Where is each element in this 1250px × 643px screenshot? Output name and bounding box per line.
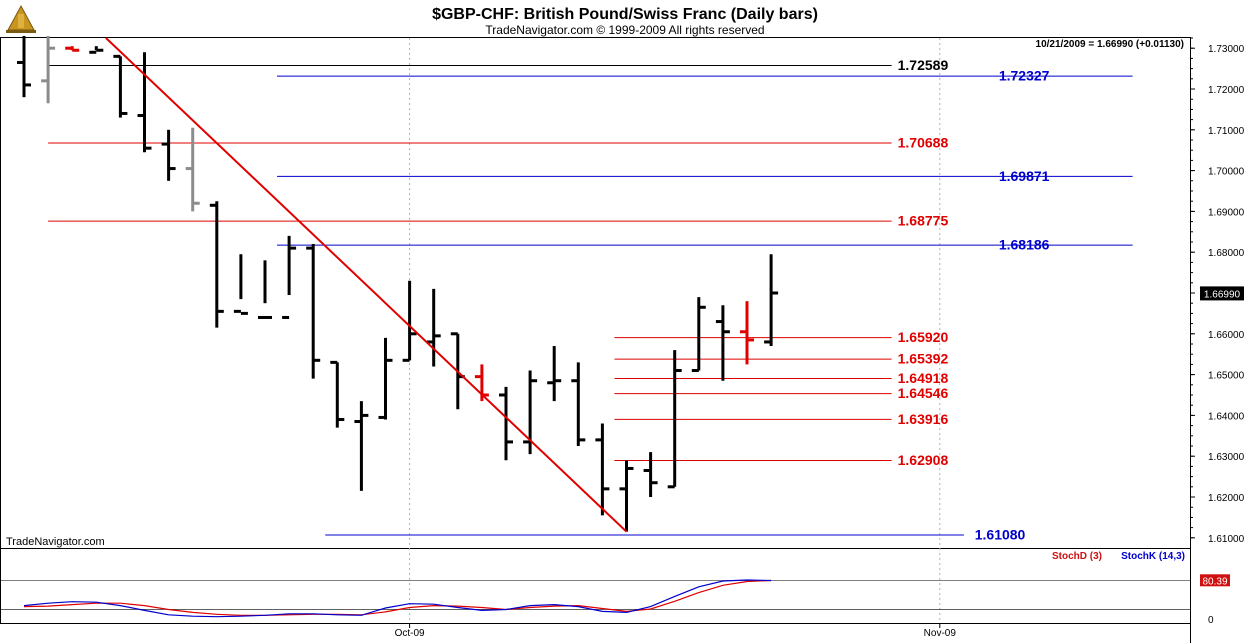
price-tick-label-12: 1.61000 [1208,534,1245,545]
stoch-tick-label-0: 0 [1208,615,1214,626]
ohlc-bar-25 [619,460,634,532]
ohlc-bar-20 [499,386,513,461]
ohlc-bar-13 [330,360,345,428]
ohlc-bar-31 [764,254,779,347]
ohlc-bar-14 [354,401,369,491]
stoch-line-0 [23,579,772,616]
ohlc-bars [17,35,779,532]
ohlc-bar-3 [89,46,104,54]
price-level-labels: 1.72589 1.72327 1.70688 1.69871 1.68775 1.681… [898,57,1050,543]
ohlc-bar-6 [161,129,176,181]
watermark: TradeNavigator.com [6,536,105,548]
price-level-label-1: 1.72327 [999,68,1050,84]
ohlc-bar-2 [65,46,80,52]
downtrend-line [105,37,628,533]
price-tick-label-9: 1.64000 [1208,411,1245,422]
ohlc-bar-26 [643,452,658,497]
price-tick-label-5: 1.68000 [1208,248,1245,259]
ohlc-bar-7 [185,127,200,212]
price-tick-label-11: 1.62000 [1208,493,1245,504]
price-tick-label-1: 1.72000 [1208,85,1245,96]
time-axis: Oct-09 Nov-09 [395,623,957,639]
ohlc-bar-23 [571,362,586,446]
price-tick-label-8: 1.65000 [1208,371,1245,382]
price-panel-frame [0,37,1191,549]
price-tick-label-4: 1.69000 [1208,207,1245,218]
ohlc-bar-22 [547,346,562,402]
ohlc-bar-4 [113,54,128,118]
stochastic-panel: 080.39 [1,574,1230,626]
stoch-last-label: 80.39 [1202,576,1227,587]
ohlc-bar-27 [667,350,682,489]
ohlc-bar-1 [41,35,56,104]
ohlc-bar-12 [306,244,321,379]
price-level-label-5: 1.68186 [999,237,1050,253]
stoch-last-marker [1200,574,1230,587]
time-tick-label-0: Oct-09 [395,628,425,639]
price-level-label-8: 1.64918 [898,370,949,386]
ohlc-bar-0 [17,35,31,98]
indicator-panel-frame [0,548,1191,624]
ohlc-bar-5 [137,52,152,153]
last-price-marker [1200,286,1244,301]
price-tick-label-7: 1.66000 [1208,330,1245,341]
ohlc-bar-16 [402,280,417,362]
time-tick-label-1: Nov-09 [924,628,957,639]
ohlc-bar-24 [595,423,610,516]
ohlc-bar-11 [282,235,297,319]
stoch-d-legend: StochD (3) [1052,551,1102,562]
price-level-label-0: 1.72589 [898,57,949,73]
ohlc-bar-29 [715,305,730,381]
price-level-label-7: 1.65392 [898,351,949,367]
price-tick-label-0: 1.73000 [1208,44,1245,55]
ohlc-bar-28 [691,297,706,373]
ohlc-bar-15 [378,337,393,420]
ohlc-bar-9 [233,254,248,315]
price-axis: 1.73000 1.72000 1.71000 1.70000 1.69000 1.680… [1190,37,1245,545]
last-bar-stats: 10/21/2009 = 1.66990 (+0.01130) [1036,39,1184,50]
price-level-label-11: 1.62908 [898,452,949,468]
ohlc-bar-8 [209,201,224,328]
ohlc-bar-30 [740,301,754,365]
stoch-line-1 [23,579,772,618]
trendline [105,37,628,533]
price-level-label-6: 1.65920 [898,329,949,345]
price-level-label-10: 1.63916 [898,411,949,427]
price-level-label-3: 1.69871 [999,168,1050,184]
chart-title: $GBP-CHF: British Pound/Swiss Franc (Dai… [432,6,818,23]
price-tick-label-3: 1.70000 [1208,167,1245,178]
price-level-label-12: 1.61080 [975,527,1026,543]
price-level-label-9: 1.64546 [898,385,949,401]
price-tick-label-10: 1.63000 [1208,452,1245,463]
tradenavigator-logo-icon [4,4,38,34]
last-price-label: 1.66990 [1204,289,1241,300]
price-level-label-4: 1.68775 [898,213,949,229]
chart-copyright: TradeNavigator.com © 1999-2009 All right… [485,23,764,37]
price-tick-label-2: 1.71000 [1208,126,1245,137]
ohlc-bar-10 [258,260,272,319]
stoch-k-legend: StochK (14,3) [1121,551,1185,562]
price-level-label-2: 1.70688 [898,135,949,151]
price-levels [48,64,1133,536]
